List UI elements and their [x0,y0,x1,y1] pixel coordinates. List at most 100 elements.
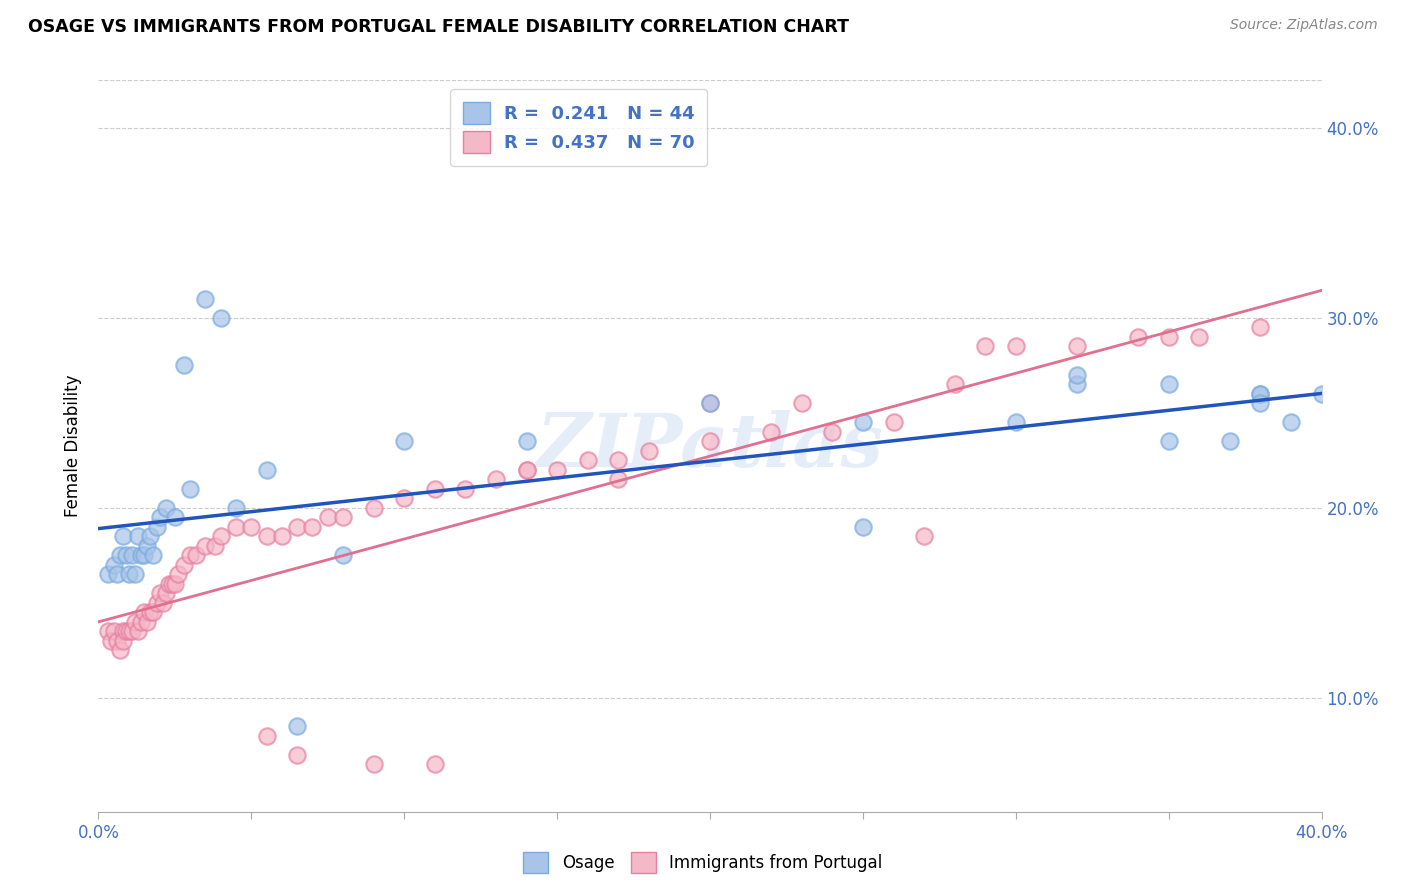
Text: OSAGE VS IMMIGRANTS FROM PORTUGAL FEMALE DISABILITY CORRELATION CHART: OSAGE VS IMMIGRANTS FROM PORTUGAL FEMALE… [28,18,849,36]
Point [115,548,138,562]
Point [127,624,149,639]
Point [1279,415,1302,429]
Point [1249,396,1271,410]
Point [699,396,721,410]
Point [121,548,143,562]
Point [1310,386,1333,401]
Point [699,396,721,410]
Text: Source: ZipAtlas.com: Source: ZipAtlas.com [1230,18,1378,32]
Point [149,586,172,600]
Point [1128,330,1150,344]
Point [129,548,152,562]
Point [157,576,180,591]
Point [301,520,323,534]
Point [145,596,167,610]
Point [1157,434,1180,449]
Point [100,633,122,648]
Point [821,425,844,439]
Point [103,624,125,639]
Point [118,567,141,582]
Y-axis label: Female Disability: Female Disability [65,375,83,517]
Point [142,605,165,619]
Point [105,567,128,582]
Point [108,548,131,562]
Point [256,463,278,477]
Point [111,633,134,648]
Point [392,491,416,506]
Point [454,482,477,496]
Point [97,624,120,639]
Point [167,567,190,582]
Point [1219,434,1241,449]
Point [363,500,385,515]
Point [118,624,141,639]
Point [194,539,217,553]
Point [1249,386,1271,401]
Point [637,443,661,458]
Point [103,558,125,572]
Point [136,539,159,553]
Point [111,624,134,639]
Point [194,292,217,306]
Point [790,396,813,410]
Point [129,615,152,629]
Point [423,757,446,772]
Text: ZIPatlas: ZIPatlas [537,409,883,483]
Point [124,567,146,582]
Point [883,415,905,429]
Point [115,624,138,639]
Point [179,482,201,496]
Point [225,520,247,534]
Point [285,520,308,534]
Point [134,605,156,619]
Point [121,624,143,639]
Point [173,558,195,572]
Point [256,729,278,743]
Point [485,472,508,486]
Point [270,529,292,543]
Point [1157,377,1180,392]
Point [139,605,162,619]
Point [285,747,308,762]
Point [209,529,232,543]
Point [160,576,183,591]
Point [607,453,630,467]
Legend: Osage, Immigrants from Portugal: Osage, Immigrants from Portugal [517,846,889,880]
Point [852,415,875,429]
Point [155,586,177,600]
Point [209,310,232,325]
Point [392,434,416,449]
Point [163,576,186,591]
Point [1157,330,1180,344]
Point [423,482,446,496]
Point [225,500,247,515]
Point [1341,415,1364,429]
Point [111,529,134,543]
Point [516,434,538,449]
Point [97,567,120,582]
Point [576,453,599,467]
Point [759,425,782,439]
Point [105,633,128,648]
Point [607,472,630,486]
Point [363,757,385,772]
Point [149,510,172,524]
Point [155,500,177,515]
Point [152,596,174,610]
Legend: R =  0.241   N = 44, R =  0.437   N = 70: R = 0.241 N = 44, R = 0.437 N = 70 [450,89,707,166]
Point [136,615,159,629]
Point [179,548,201,562]
Point [127,529,149,543]
Point [108,643,131,657]
Point [912,529,935,543]
Point [699,434,721,449]
Point [285,719,308,733]
Point [546,463,568,477]
Point [134,548,156,562]
Point [943,377,966,392]
Point [516,463,538,477]
Point [332,548,354,562]
Point [186,548,208,562]
Point [1004,339,1026,353]
Point [852,520,875,534]
